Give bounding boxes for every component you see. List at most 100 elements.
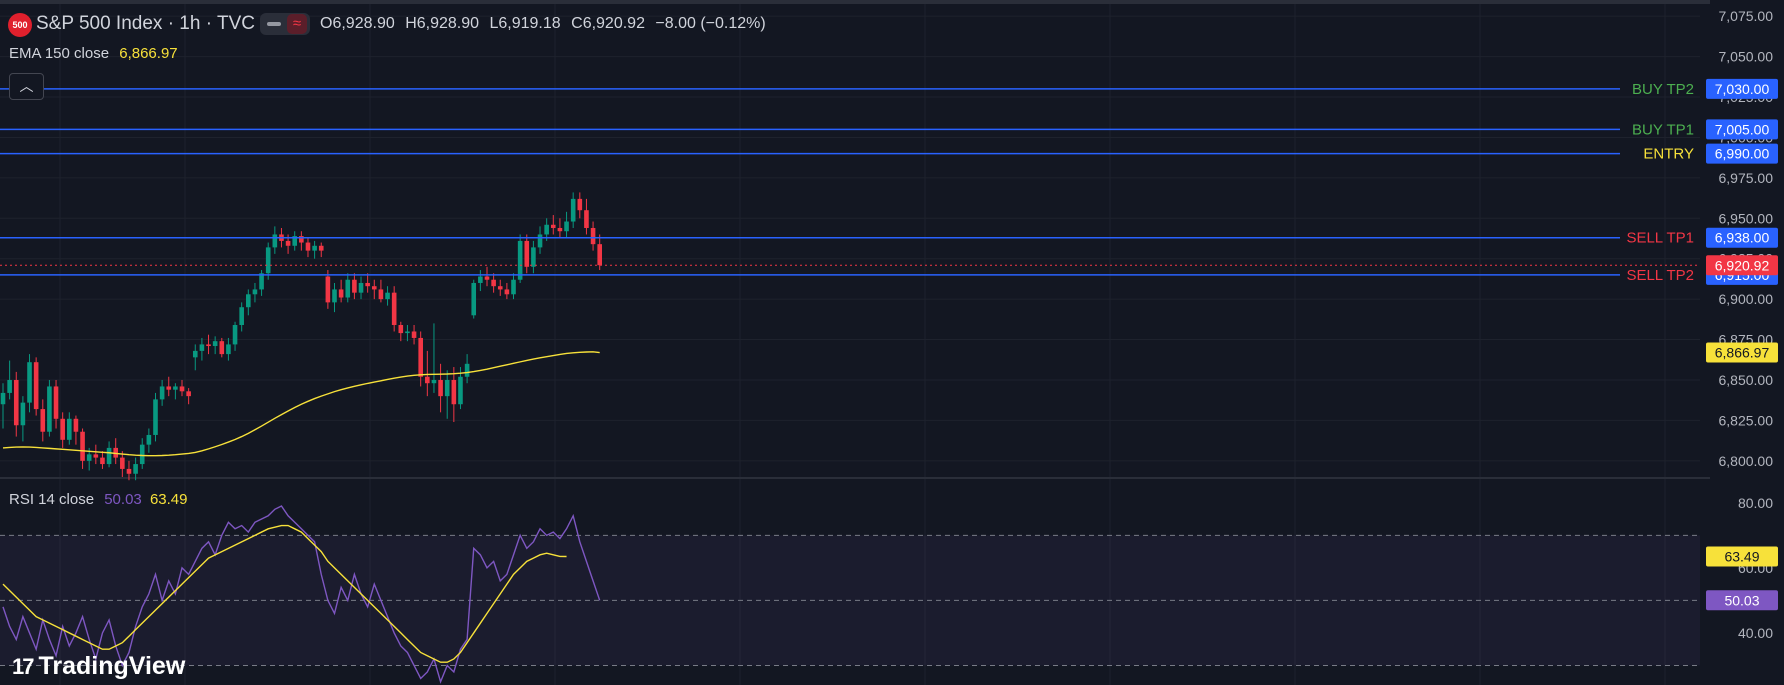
- candle-body: [577, 198, 583, 211]
- level-price-badge-bg: [1706, 78, 1778, 99]
- ema-legend-label: EMA 150 close: [9, 45, 110, 62]
- candle-body: [173, 386, 178, 390]
- candle-body: [491, 279, 496, 287]
- candle-body: [272, 234, 278, 248]
- low-value: 6,919.18: [498, 15, 561, 32]
- candle-body: [192, 350, 198, 358]
- ema-price-badge-bg: [1706, 342, 1778, 363]
- level-price-badge-bg: [1706, 227, 1778, 248]
- candle-body: [285, 240, 291, 246]
- level-price-badge-bg: [1706, 143, 1778, 164]
- level-price-badge: 7,005.00: [1715, 121, 1770, 137]
- candle-body: [153, 399, 158, 435]
- rsi-legend[interactable]: RSI 14 close 50.03 63.49: [9, 491, 187, 508]
- symbol-title[interactable]: S&P 500 Index · 1h · TVC: [36, 13, 255, 34]
- candle-body: [418, 337, 423, 377]
- candle-body: [517, 240, 523, 280]
- ema-legend[interactable]: EMA 150 close 6,866.97: [9, 45, 178, 62]
- high-value: 6,928.90: [416, 15, 480, 32]
- price-tick-label: 6,800.00: [1719, 453, 1774, 469]
- candle-body: [299, 236, 304, 243]
- level-price-badge: 6,938.00: [1715, 230, 1770, 246]
- candle-body: [550, 224, 556, 228]
- candle-body: [13, 379, 19, 426]
- candle-body: [199, 344, 205, 351]
- candle-body: [464, 363, 470, 377]
- rsi-legend-label: RSI 14 close: [9, 491, 95, 508]
- candle-body: [226, 344, 231, 355]
- level-label: BUY TP1: [1632, 121, 1694, 138]
- low-label: L: [489, 15, 499, 32]
- candle-body: [259, 273, 264, 290]
- candle-body: [352, 279, 357, 293]
- candle-body: [73, 418, 79, 432]
- candle-body: [252, 289, 258, 295]
- candle-body: [47, 386, 52, 432]
- candle-body: [471, 282, 477, 316]
- candle-body: [557, 227, 563, 232]
- collapse-legend-button[interactable]: ︿: [9, 73, 44, 100]
- candle-body: [67, 418, 72, 440]
- candle-body: [365, 282, 370, 287]
- tradingview-logo[interactable]: 17 TradingView: [12, 652, 185, 681]
- candle-body: [444, 379, 450, 397]
- candle-body: [385, 292, 390, 300]
- candle-body: [524, 240, 530, 267]
- candle-body: [570, 198, 576, 222]
- level-label: SELL TP2: [1626, 267, 1694, 284]
- price-axis: [1710, 0, 1784, 685]
- high-label: H: [405, 15, 417, 32]
- candle-body: [159, 386, 165, 400]
- candle-body: [179, 386, 185, 392]
- candle-body: [564, 221, 569, 232]
- price-tick-label: 7,050.00: [1719, 49, 1774, 65]
- candle-body: [100, 457, 105, 465]
- candle-body: [265, 247, 271, 274]
- candle-body: [325, 276, 331, 303]
- close-label: C: [571, 15, 583, 32]
- candle-body: [246, 294, 251, 308]
- candle-body: [405, 331, 410, 334]
- candle-body: [106, 447, 112, 465]
- candle-body: [511, 279, 516, 295]
- candle-body: [345, 279, 351, 298]
- rsi-value-badge: 50.03: [1724, 592, 1759, 608]
- price-tick-label: 6,950.00: [1719, 210, 1774, 226]
- candle-body: [186, 391, 191, 397]
- rsi-ma-badge-bg: [1706, 546, 1778, 567]
- candle-body: [93, 454, 99, 458]
- rsi-tick-label: 40.00: [1738, 625, 1773, 641]
- candle-body: [458, 376, 463, 405]
- open-label: O: [320, 15, 333, 32]
- chart-toggle[interactable]: ≈: [260, 13, 310, 35]
- candle-body: [126, 468, 132, 474]
- rsi-ma-badge: 63.49: [1724, 549, 1759, 565]
- close-value: 6,920.92: [582, 15, 645, 32]
- candle-body: [358, 282, 364, 293]
- candle-body: [411, 331, 417, 338]
- candle-body: [497, 286, 503, 290]
- level-label: SELL TP1: [1626, 230, 1694, 247]
- price-tick-label: 6,850.00: [1719, 372, 1774, 388]
- candle-body: [53, 386, 59, 419]
- ohlc-readout: O6,928.90 H6,928.90 L6,919.18 C6,920.92 …: [320, 15, 766, 33]
- candle-body: [332, 289, 337, 303]
- last-price-badge-bg: [1706, 255, 1778, 276]
- approx-icon[interactable]: ≈: [287, 14, 307, 34]
- candle-body: [531, 247, 536, 267]
- candle-body: [206, 344, 211, 347]
- candle-body: [590, 227, 596, 245]
- level-label: BUY TP2: [1632, 81, 1694, 98]
- price-tick-label: 6,900.00: [1719, 291, 1774, 307]
- candle-body: [451, 379, 457, 405]
- candle-body: [438, 379, 443, 397]
- candle-body: [371, 286, 377, 290]
- candle-body: [504, 289, 510, 295]
- price-tick-label: 6,825.00: [1719, 412, 1774, 428]
- candle-body: [478, 276, 483, 283]
- level-price-badge: 6,990.00: [1715, 146, 1770, 162]
- candle-body: [120, 457, 125, 469]
- ema-150-line: [2, 351, 600, 457]
- candle-body: [312, 245, 317, 251]
